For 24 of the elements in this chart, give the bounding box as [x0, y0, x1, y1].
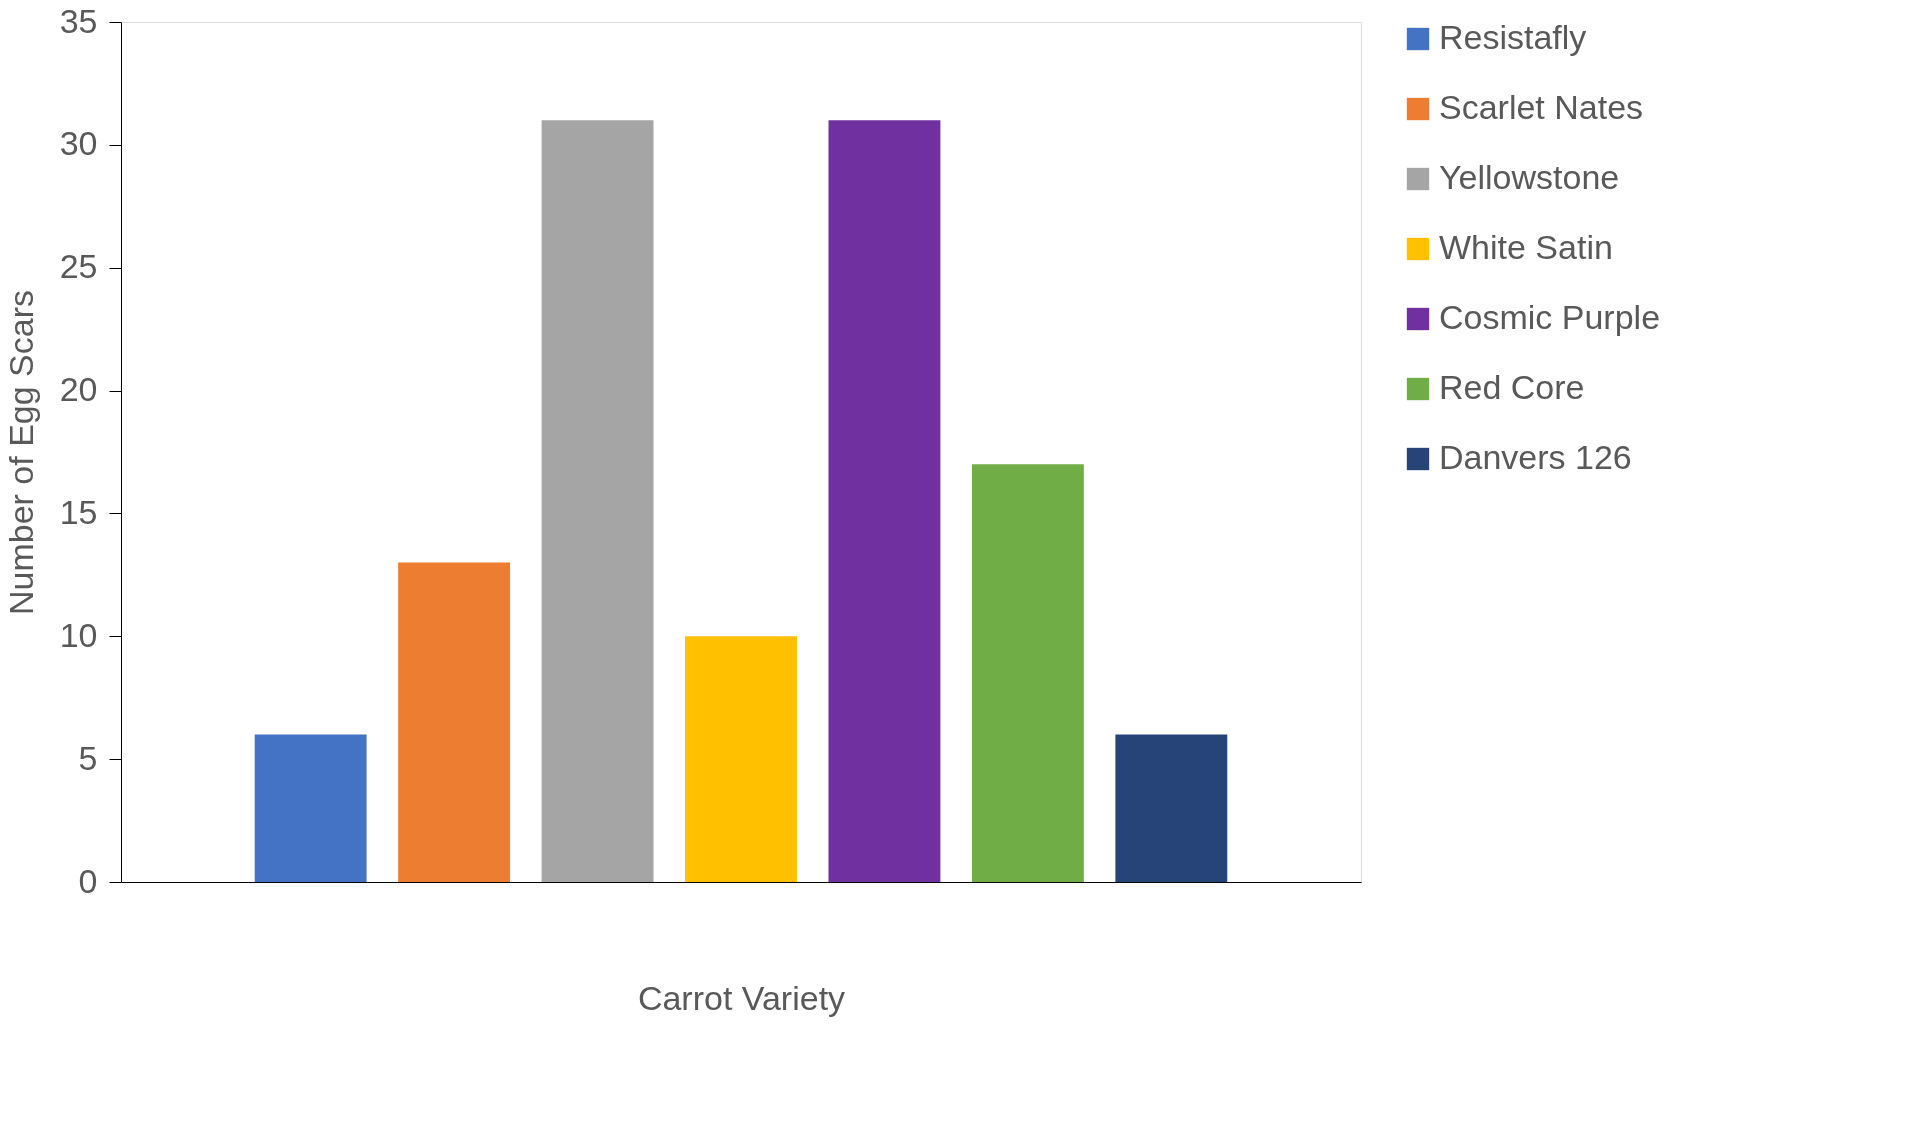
legend-label: White Satin	[1439, 228, 1613, 266]
x-axis-title: Carrot Variety	[637, 978, 846, 1017]
legend-label: Scarlet Nates	[1439, 88, 1644, 126]
y-tick-label: 20	[59, 370, 98, 409]
bar	[971, 464, 1084, 882]
y-tick-label: 35	[59, 1, 98, 40]
y-tick-label: 25	[59, 247, 98, 286]
legend-label: Yellowstone	[1439, 158, 1620, 196]
bar	[1115, 734, 1228, 882]
legend-label: Red Core	[1439, 368, 1585, 406]
y-tick-label: 30	[59, 124, 98, 163]
legend-label: Cosmic Purple	[1439, 298, 1661, 336]
y-tick-label: 10	[59, 615, 98, 654]
bar	[685, 636, 797, 882]
bar	[254, 734, 367, 882]
y-tick-label: 15	[59, 492, 98, 531]
legend-label: Resistafly	[1439, 18, 1587, 56]
bar	[398, 562, 511, 882]
bar	[828, 120, 941, 882]
y-tick-label: 5	[78, 738, 98, 777]
y-tick-label: 0	[78, 861, 98, 900]
bar	[541, 120, 654, 882]
legend-label: Danvers 126	[1439, 438, 1632, 476]
y-axis-title: Number of Egg Scars	[1, 289, 40, 616]
